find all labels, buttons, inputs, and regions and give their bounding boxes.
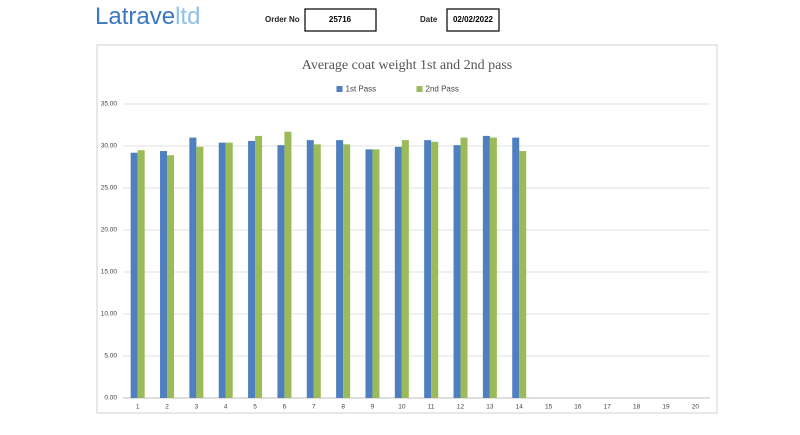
x-tick-label: 17: [604, 404, 612, 411]
x-tick-label: 12: [457, 404, 465, 411]
y-tick-label: 25.00: [101, 185, 118, 192]
y-tick-label: 10.00: [101, 311, 118, 318]
x-tick-label: 13: [486, 404, 494, 411]
date-box: [446, 8, 500, 32]
logo: Latraveltd: [95, 3, 200, 30]
bar: [394, 146, 402, 398]
y-tick-label: 20.00: [101, 227, 118, 234]
y-tick-label: 35.00: [101, 101, 118, 108]
x-tick-label: 15: [545, 404, 553, 411]
logo-main: Latrave: [95, 3, 175, 30]
bar: [167, 155, 175, 398]
bar: [460, 137, 468, 398]
order-value: 25716: [329, 15, 352, 24]
x-tick-label: 4: [224, 404, 228, 411]
x-tick-label: 19: [662, 404, 670, 411]
bar: [189, 137, 197, 398]
y-tick-label: 0.00: [104, 395, 117, 402]
x-tick-label: 6: [283, 404, 287, 411]
bar: [277, 145, 285, 398]
bar: [401, 140, 409, 398]
date-label: Date: [420, 15, 438, 24]
x-tick-label: 5: [253, 404, 257, 411]
x-tick-label: 11: [428, 404, 435, 411]
order-label: Order No: [265, 15, 300, 24]
x-tick-label: 3: [195, 404, 199, 411]
bar: [482, 135, 490, 399]
bar: [424, 140, 432, 398]
bar: [519, 151, 527, 398]
bar: [248, 140, 256, 398]
bar: [365, 149, 373, 398]
bar: [453, 145, 461, 398]
legend-swatch: [416, 86, 423, 92]
bar: [313, 144, 321, 398]
y-tick-label: 5.00: [104, 353, 117, 360]
bar: [218, 142, 226, 398]
date-value: 02/02/2022: [453, 15, 494, 24]
bar: [431, 141, 439, 399]
bar: [255, 135, 263, 399]
bar: [343, 144, 351, 398]
x-tick-label: 7: [312, 404, 316, 411]
bar: [284, 131, 292, 398]
bar: [336, 140, 344, 398]
x-tick-label: 2: [165, 404, 169, 411]
x-tick-label: 10: [398, 404, 406, 411]
x-tick-label: 16: [574, 404, 582, 411]
x-tick-label: 1: [136, 404, 140, 411]
bar: [225, 142, 233, 398]
bar: [160, 151, 168, 398]
chart-title: Average coat weight 1st and 2nd pass: [302, 58, 512, 73]
bar: [489, 137, 497, 398]
x-tick-label: 18: [633, 404, 641, 411]
x-tick-label: 14: [516, 404, 524, 411]
x-tick-label: 20: [692, 404, 700, 411]
bar: [196, 146, 204, 398]
x-tick-label: 9: [371, 404, 375, 411]
bar: [137, 150, 145, 398]
logo-suffix: ltd: [175, 3, 200, 30]
legend-label: 2nd Pass: [426, 85, 459, 94]
y-tick-label: 15.00: [101, 269, 118, 276]
legend-label: 1st Pass: [346, 85, 377, 94]
bar: [130, 152, 138, 398]
bar: [512, 137, 520, 398]
bar: [372, 149, 380, 398]
legend-swatch: [336, 86, 343, 92]
bar: [306, 140, 314, 398]
x-tick-label: 8: [341, 404, 345, 411]
y-tick-label: 30.00: [101, 143, 118, 150]
order-box: [304, 8, 377, 32]
